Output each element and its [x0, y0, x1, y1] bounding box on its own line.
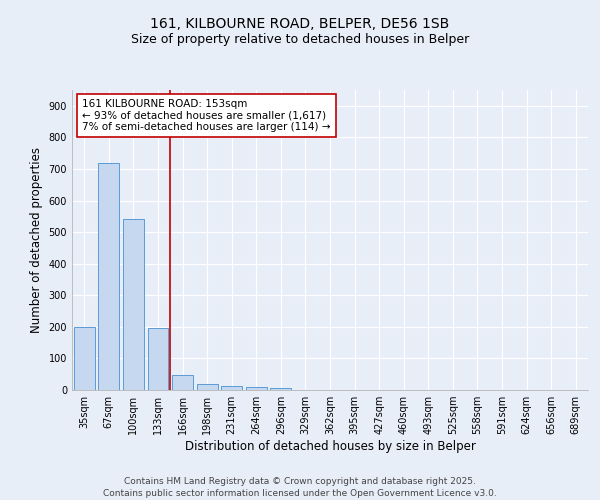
Bar	[221, 386, 242, 390]
Bar	[271, 388, 292, 390]
Text: 161 KILBOURNE ROAD: 153sqm
← 93% of detached houses are smaller (1,617)
7% of se: 161 KILBOURNE ROAD: 153sqm ← 93% of deta…	[82, 99, 331, 132]
Bar	[172, 376, 193, 390]
Bar	[74, 327, 95, 390]
Bar	[197, 384, 218, 390]
Text: Size of property relative to detached houses in Belper: Size of property relative to detached ho…	[131, 32, 469, 46]
Bar	[98, 164, 119, 390]
Bar	[246, 387, 267, 390]
Text: Contains HM Land Registry data © Crown copyright and database right 2025.
Contai: Contains HM Land Registry data © Crown c…	[103, 476, 497, 498]
Text: 161, KILBOURNE ROAD, BELPER, DE56 1SB: 161, KILBOURNE ROAD, BELPER, DE56 1SB	[151, 18, 449, 32]
Bar	[148, 328, 169, 390]
X-axis label: Distribution of detached houses by size in Belper: Distribution of detached houses by size …	[185, 440, 475, 453]
Bar	[123, 219, 144, 390]
Y-axis label: Number of detached properties: Number of detached properties	[30, 147, 43, 333]
